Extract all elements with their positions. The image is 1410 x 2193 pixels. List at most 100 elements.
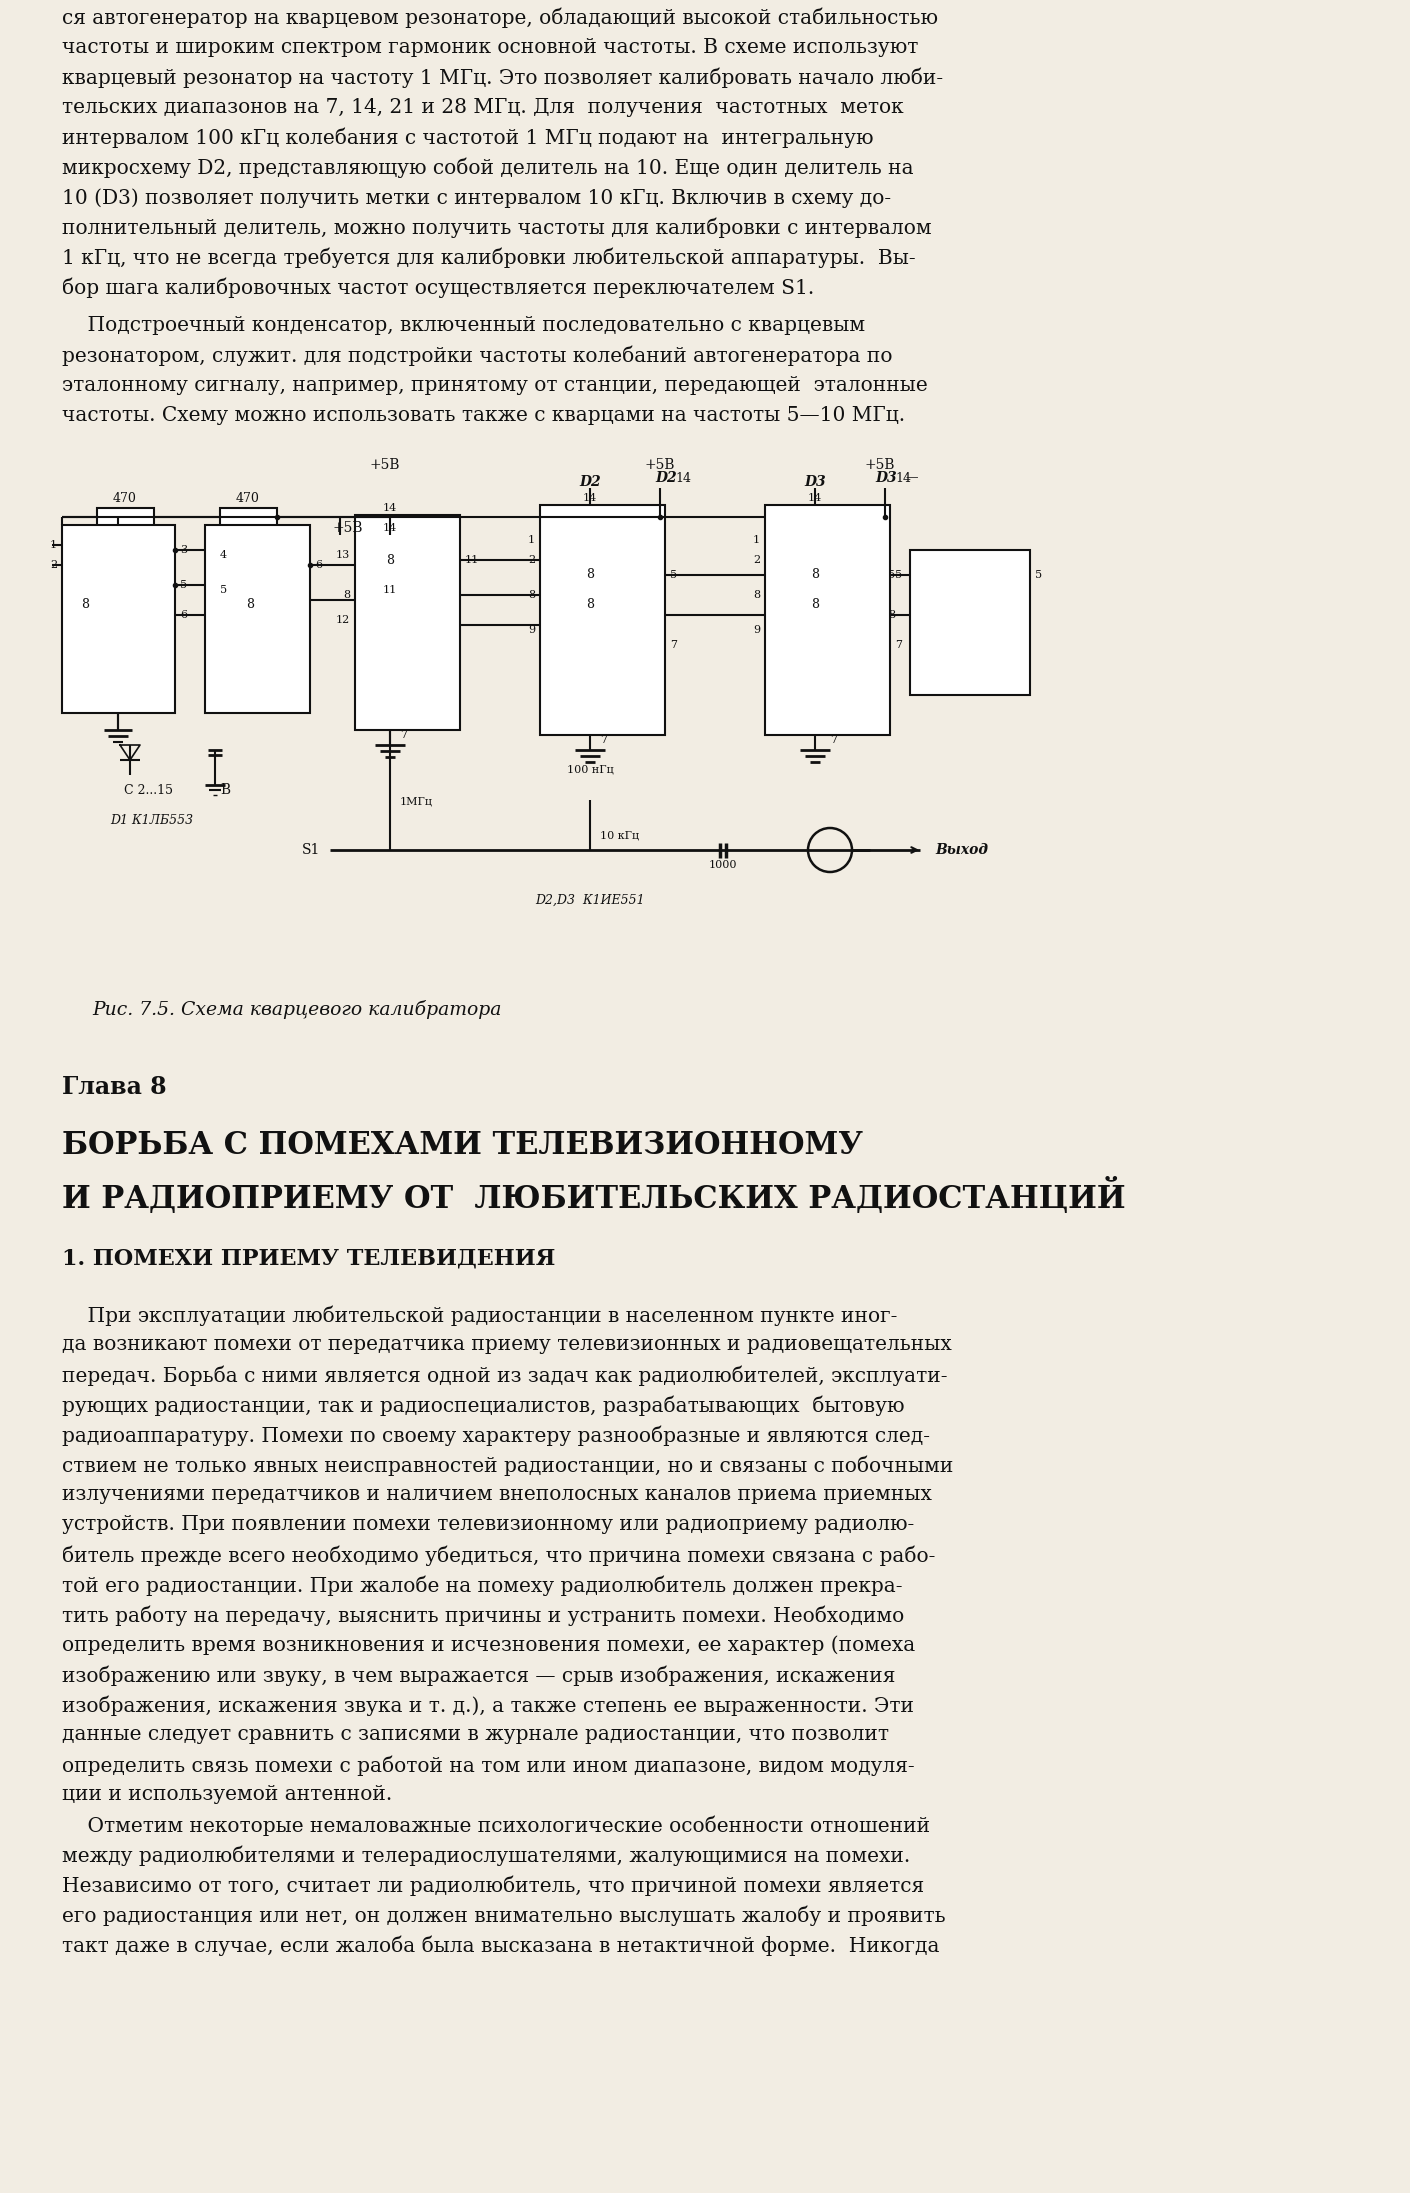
Text: Рис. 7.5. Схема кварцевого калибратора: Рис. 7.5. Схема кварцевого калибратора <box>92 1000 502 1020</box>
Text: +5В: +5В <box>333 522 364 535</box>
Text: 11: 11 <box>384 586 398 594</box>
Text: Отметим некоторые немаловажные психологические особенности отношений: Отметим некоторые немаловажные психологи… <box>62 1816 931 1836</box>
Text: D2: D2 <box>580 476 601 489</box>
Bar <box>909 550 1029 695</box>
Text: ся автогенератор на кварцевом резонаторе, обладающий высокой стабильностью: ся автогенератор на кварцевом резонаторе… <box>62 9 938 29</box>
Text: изображению или звуку, в чем выражается — срыв изображения, искажения: изображению или звуку, в чем выражается … <box>62 1664 895 1686</box>
Text: 7: 7 <box>601 735 606 746</box>
Text: 14: 14 <box>384 522 398 533</box>
Text: передач. Борьба с ними является одной из задач как радиолюбителей, эксплуати-: передач. Борьба с ними является одной из… <box>62 1364 948 1386</box>
Text: +5В: +5В <box>864 458 895 471</box>
Text: 5: 5 <box>1035 570 1042 579</box>
Text: БОРЬБА С ПОМЕХАМИ ТЕЛЕВИЗИОННОМУ: БОРЬБА С ПОМЕХАМИ ТЕЛЕВИЗИОННОМУ <box>62 1129 863 1160</box>
Text: 14: 14 <box>808 493 822 502</box>
Text: 7: 7 <box>670 640 677 649</box>
Text: интервалом 100 кГц колебания с частотой 1 МГц подают на  интегральную: интервалом 100 кГц колебания с частотой … <box>62 127 874 149</box>
Text: 11: 11 <box>465 555 479 566</box>
Text: 470: 470 <box>235 491 259 504</box>
Text: Подстроечный конденсатор, включенный последовательно с кварцевым: Подстроечный конденсатор, включенный пос… <box>62 316 866 336</box>
Text: 5: 5 <box>888 570 895 579</box>
Text: определить время возникновения и исчезновения помехи, ее характер (помеха: определить время возникновения и исчезно… <box>62 1636 915 1656</box>
Text: 10 (D3) позволяет получить метки с интервалом 10 кГц. Включив в схему до-: 10 (D3) позволяет получить метки с интер… <box>62 189 891 208</box>
Text: 2: 2 <box>753 555 760 566</box>
Text: D1 К1ЛБ553: D1 К1ЛБ553 <box>110 814 193 827</box>
Text: D3: D3 <box>804 476 826 489</box>
Text: тельских диапазонов на 7, 14, 21 и 28 МГц. Для  получения  частотных  меток: тельских диапазонов на 7, 14, 21 и 28 МГ… <box>62 99 904 116</box>
Text: 7: 7 <box>895 640 902 649</box>
Text: 8: 8 <box>527 590 534 601</box>
Text: 14: 14 <box>895 471 911 485</box>
Bar <box>204 524 310 713</box>
Text: 7: 7 <box>400 730 407 739</box>
Text: Независимо от того, считает ли радиолюбитель, что причиной помехи является: Независимо от того, считает ли радиолюби… <box>62 1875 924 1895</box>
Text: 14: 14 <box>582 493 596 502</box>
Text: 4: 4 <box>220 550 227 559</box>
Text: битель прежде всего необходимо убедиться, что причина помехи связана с рабо-: битель прежде всего необходимо убедиться… <box>62 1546 935 1566</box>
Text: его радиостанция или нет, он должен внимательно выслушать жалобу и проявить: его радиостанция или нет, он должен вним… <box>62 1906 946 1925</box>
Text: между радиолюбителями и телерадиослушателями, жалующимися на помехи.: между радиолюбителями и телерадиослушате… <box>62 1844 911 1866</box>
Text: полнительный делитель, можно получить частоты для калибровки с интервалом: полнительный делитель, можно получить ча… <box>62 217 932 239</box>
Text: 470: 470 <box>113 491 137 504</box>
Text: D2,D3  К1ИЕ551: D2,D3 К1ИЕ551 <box>536 893 644 906</box>
Text: 9: 9 <box>753 625 760 636</box>
Text: бор шага калибровочных частот осуществляется переключателем S1.: бор шага калибровочных частот осуществля… <box>62 279 814 298</box>
Bar <box>355 515 460 730</box>
Text: кварцевый резонатор на частоту 1 МГц. Это позволяет калибровать начало люби-: кварцевый резонатор на частоту 1 МГц. Эт… <box>62 68 943 88</box>
Text: 9: 9 <box>527 625 534 636</box>
Text: И РАДИОПРИЕМУ ОТ  ЛЮБИТЕЛЬСКИХ РАДИОСТАНЦИЙ: И РАДИОПРИЕМУ ОТ ЛЮБИТЕЛЬСКИХ РАДИОСТАНЦ… <box>62 1178 1125 1215</box>
Text: 1: 1 <box>753 535 760 546</box>
Text: +5В: +5В <box>644 458 675 471</box>
Text: 8: 8 <box>386 553 393 566</box>
Text: 8: 8 <box>80 599 89 612</box>
Text: Выход: Выход <box>935 842 988 857</box>
Text: 8: 8 <box>811 599 819 612</box>
Text: 13: 13 <box>336 550 350 559</box>
Text: 1: 1 <box>49 539 56 550</box>
Text: 5: 5 <box>895 570 902 579</box>
Text: В: В <box>220 783 230 796</box>
Text: той его радиостанции. При жалобе на помеху радиолюбитель должен прекра-: той его радиостанции. При жалобе на поме… <box>62 1575 902 1597</box>
Text: 1. ПОМЕХИ ПРИЕМУ ТЕЛЕВИДЕНИЯ: 1. ПОМЕХИ ПРИЕМУ ТЕЛЕВИДЕНИЯ <box>62 1248 556 1270</box>
Text: 6: 6 <box>180 610 188 621</box>
Text: 12: 12 <box>336 614 350 625</box>
Text: 1000: 1000 <box>709 860 737 871</box>
Text: радиоаппаратуру. Помехи по своему характеру разнообразные и являются след-: радиоаппаратуру. Помехи по своему характ… <box>62 1425 931 1445</box>
Text: 5: 5 <box>670 570 677 579</box>
Text: 14: 14 <box>675 471 691 485</box>
Text: резонатором, служит. для подстройки частоты колебаний автогенератора по: резонатором, служит. для подстройки част… <box>62 346 893 366</box>
Text: 8: 8 <box>343 590 350 601</box>
Text: 7: 7 <box>830 735 838 746</box>
Text: данные следует сравнить с записями в журнале радиостанции, что позволит: данные следует сравнить с записями в жур… <box>62 1726 888 1743</box>
Text: 1МГц: 1МГц <box>400 796 433 807</box>
Text: 8: 8 <box>811 568 819 581</box>
Text: 1: 1 <box>527 535 534 546</box>
Text: 8: 8 <box>587 568 594 581</box>
Text: 8: 8 <box>587 599 594 612</box>
Text: 8: 8 <box>753 590 760 601</box>
Text: 10 кГц: 10 кГц <box>601 829 639 840</box>
Text: 14: 14 <box>384 502 398 513</box>
Text: ствием не только явных неисправностей радиостанции, но и связаны с побочными: ствием не только явных неисправностей ра… <box>62 1454 953 1476</box>
Text: +5В: +5В <box>369 458 400 471</box>
Text: 100 нГц: 100 нГц <box>567 765 613 774</box>
Text: D2: D2 <box>656 471 677 485</box>
Text: микросхему D2, представляющую собой делитель на 10. Еще один делитель на: микросхему D2, представляющую собой дели… <box>62 158 914 178</box>
Bar <box>62 524 175 713</box>
Text: С 2...15: С 2...15 <box>124 783 172 796</box>
Text: 3: 3 <box>180 546 188 555</box>
Text: изображения, искажения звука и т. д.), а также степень ее выраженности. Эти: изображения, искажения звука и т. д.), а… <box>62 1695 914 1715</box>
Text: 8: 8 <box>888 610 895 621</box>
Text: При эксплуатации любительской радиостанции в населенном пункте иног-: При эксплуатации любительской радиостанц… <box>62 1305 897 1325</box>
Text: 5: 5 <box>220 586 227 594</box>
Bar <box>766 504 890 735</box>
Text: D3: D3 <box>876 471 897 485</box>
Text: такт даже в случае, если жалоба была высказана в нетактичной форме.  Никогда: такт даже в случае, если жалоба была выс… <box>62 1934 939 1956</box>
Text: ции и используемой антенной.: ции и используемой антенной. <box>62 1785 392 1805</box>
Text: устройств. При появлении помехи телевизионному или радиоприему радиолю-: устройств. При появлении помехи телевизи… <box>62 1515 914 1533</box>
Text: 2: 2 <box>49 559 56 570</box>
Bar <box>540 504 666 735</box>
Text: излучениями передатчиков и наличием внеполосных каналов приема приемных: излучениями передатчиков и наличием внеп… <box>62 1485 932 1504</box>
Text: 5: 5 <box>180 579 188 590</box>
Text: определить связь помехи с работой на том или ином диапазоне, видом модуля-: определить связь помехи с работой на том… <box>62 1754 915 1776</box>
Text: 8: 8 <box>245 599 254 612</box>
